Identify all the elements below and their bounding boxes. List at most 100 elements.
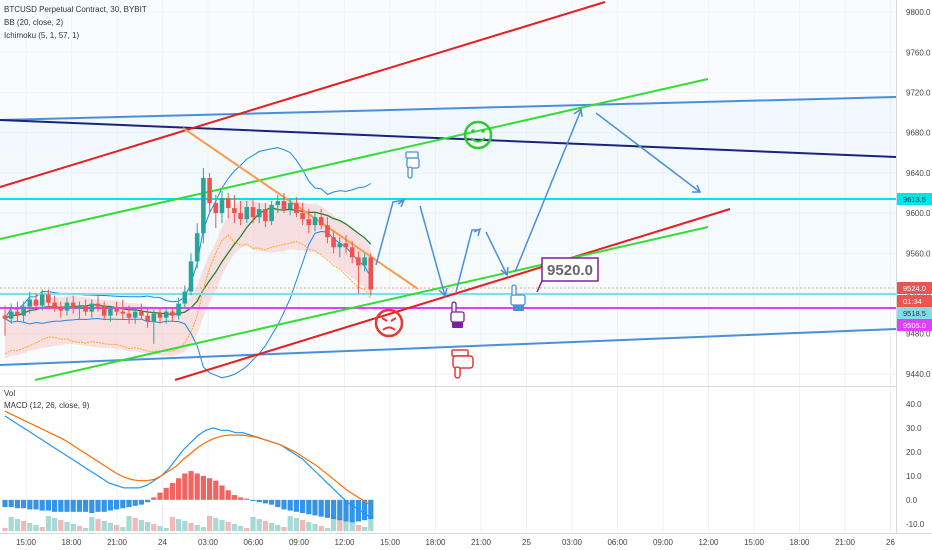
arrow-head-5 (573, 107, 583, 118)
candle-body (194, 233, 200, 262)
macd-hist-bar (355, 499, 361, 522)
macd-pane (2, 410, 374, 523)
volume-bar (318, 526, 324, 531)
candle-body (58, 307, 64, 311)
price-tag-box (897, 319, 932, 331)
volume-bar (39, 527, 45, 531)
volume-bar (76, 526, 82, 531)
candle-body (21, 306, 26, 316)
candle-body (83, 305, 88, 312)
candle-body (244, 207, 250, 220)
macd-hist-bar (45, 499, 51, 511)
macd-hist-bar (169, 483, 175, 500)
time-tick-label: 21:00 (107, 538, 128, 547)
macd-hist-bar (163, 487, 169, 500)
volume-bar (58, 520, 64, 531)
time-axis[interactable]: 15:00 18:00 21:00 24 03:00 06:00 09:00 12:00 15:… (16, 538, 896, 547)
volume-bar (83, 528, 89, 531)
arrow-down-1 (419, 205, 446, 297)
macd-hist-bar (306, 499, 312, 515)
candle-body (120, 311, 126, 314)
candle-body (337, 243, 343, 248)
callout-box (541, 257, 599, 282)
macd-hist-bar (120, 499, 126, 509)
candle-body (151, 313, 157, 322)
candle-body (263, 209, 268, 222)
arrow-head-6 (692, 184, 702, 193)
candle-body (101, 306, 107, 316)
happy-face-icon (463, 120, 493, 150)
bb-legend[interactable]: BB (20, close, 2) (4, 18, 64, 27)
macd-hist-bar (349, 499, 355, 523)
volume-bar (120, 527, 126, 531)
time-tick-label: 18:00 (789, 538, 810, 547)
candle-body (170, 311, 175, 316)
macd-tick-label: 10.0 (906, 472, 922, 481)
volume-bars (2, 516, 374, 531)
price-tick-label: 9720.0 (906, 88, 931, 97)
macd-hist-bar (151, 497, 157, 500)
macd-legend[interactable]: MACD (12, 26, close, 9) (4, 401, 90, 410)
candle-body (52, 302, 57, 308)
upper-red-trendline (0, 1, 606, 188)
macd-hist-bar (287, 499, 293, 511)
macd-hist-bar (262, 499, 268, 504)
candle-body (163, 311, 169, 318)
macd-hist-bar (318, 499, 324, 517)
volume-bar (95, 519, 101, 531)
macd-hist-bar (343, 499, 349, 522)
symbol-title[interactable]: BTCUSD Perpetual Contract, 30, BYBIT (4, 5, 147, 14)
macd-hist-bar (138, 499, 144, 505)
arrow-head-3 (473, 227, 482, 237)
volume-bar (107, 523, 113, 531)
ichimoku-legend[interactable]: Ichimoku (5, 1, 57, 1) (4, 31, 80, 40)
candle-body (114, 308, 119, 312)
volume-bar (238, 526, 244, 531)
volume-bar (355, 525, 361, 531)
volume-bar (188, 523, 194, 531)
vol-legend[interactable]: Vol (4, 389, 16, 398)
candle-body (89, 303, 95, 312)
macd-axis[interactable]: 40.0 30.0 20.0 10.0 0.0 -10.0 (906, 400, 925, 529)
channel-fill (0, 97, 896, 365)
volume-bar (219, 520, 225, 531)
volume-bar (256, 519, 262, 531)
macd-hist-bar (132, 499, 138, 506)
time-tick-label: 26 (886, 538, 895, 547)
price-tick-label: 9680.0 (906, 129, 931, 138)
macd-hist-bar (219, 485, 225, 500)
upper-green-trendline (0, 78, 709, 240)
upper-blue-trendline (0, 96, 896, 121)
macd-hist-bar (250, 499, 256, 502)
candle-body (188, 261, 194, 292)
price-tick-label: 9800.0 (906, 8, 931, 17)
time-tick-label: 12:00 (698, 538, 719, 547)
price-tag-label: 01:34 (903, 297, 922, 306)
macd-hist-bar (238, 497, 244, 500)
candle-body (95, 303, 101, 307)
time-tick-label: 06:00 (243, 538, 264, 547)
volume-bar (231, 524, 237, 531)
volume-bar (200, 527, 206, 531)
tenkan-line (4, 234, 372, 355)
signal-line (4, 410, 370, 506)
candle-body (250, 207, 256, 218)
price-axis[interactable]: 9800.0 9760.0 9720.0 9680.0 9640.0 9600.0 9560… (906, 8, 931, 379)
time-tick-label: 03:00 (198, 538, 219, 547)
macd-tick-label: 20.0 (906, 448, 922, 457)
candle-body (176, 303, 181, 316)
macd-hist-bar (52, 499, 58, 512)
time-tick-label: 18:00 (61, 538, 82, 547)
candle-body (46, 294, 51, 303)
macd-hist-bar (194, 473, 200, 500)
macd-hist-bar (89, 499, 95, 514)
candle-body (256, 209, 262, 218)
price-tick-label: 9600.0 (906, 209, 931, 218)
pointing-down-hand-icon (405, 151, 420, 179)
volume-bar (2, 528, 8, 531)
volume-bar (337, 519, 343, 531)
bb-lower-line (4, 230, 372, 379)
macd-tick-label: 40.0 (906, 400, 922, 409)
macd-hist-bar (83, 499, 89, 512)
